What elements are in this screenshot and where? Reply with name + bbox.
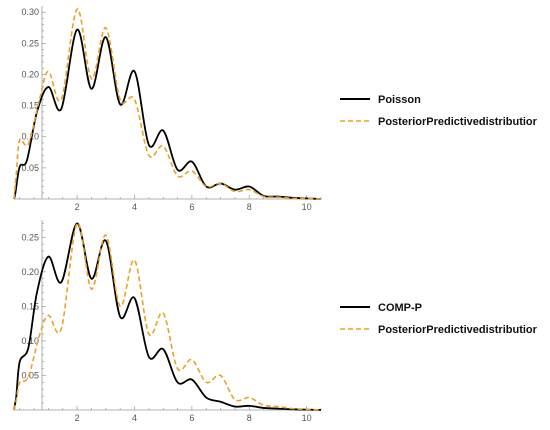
x-tick-label: 2 bbox=[75, 202, 80, 212]
x-tick-label: 4 bbox=[132, 413, 137, 423]
x-tick-label: 10 bbox=[302, 413, 312, 423]
y-tick-label: 0.05 bbox=[21, 370, 39, 380]
series-line-posterior-predictive bbox=[13, 222, 322, 411]
x-tick-label: 6 bbox=[189, 202, 194, 212]
x-tick-label: 8 bbox=[247, 202, 252, 212]
series-line-primary bbox=[13, 222, 322, 411]
series-line-primary bbox=[13, 28, 322, 200]
x-tick-label: 6 bbox=[189, 413, 194, 423]
x-tick-label: 2 bbox=[75, 413, 80, 423]
y-tick-label: 0.30 bbox=[21, 7, 39, 17]
legend: COMP-P PosteriorPredictivedistributior bbox=[340, 302, 538, 336]
legend-label: PosteriorPredictivedistributior bbox=[378, 116, 538, 128]
y-tick-label: 0.15 bbox=[21, 301, 39, 311]
y-tick-label: 0.25 bbox=[21, 38, 39, 48]
y-tick-label: 0.20 bbox=[21, 69, 39, 79]
x-tick-label: 4 bbox=[132, 202, 137, 212]
legend-label: PosteriorPredictivedistributior bbox=[378, 324, 538, 336]
legend-label: Poisson bbox=[378, 94, 421, 106]
x-tick-label: 10 bbox=[302, 202, 312, 212]
y-tick-label: 0.25 bbox=[21, 232, 39, 242]
chart-panel-1: 2 4 6 8 100.050.100.150.200.250.30PoissonPos… bbox=[13, 6, 538, 212]
y-tick-label: 0.05 bbox=[21, 163, 39, 173]
y-tick-label: 0.15 bbox=[21, 101, 39, 111]
series-line-posterior-predictive bbox=[13, 8, 322, 200]
x-tick-label: 8 bbox=[247, 413, 252, 423]
legend-label: COMP-P bbox=[378, 302, 422, 314]
y-tick-label: 0.20 bbox=[21, 267, 39, 277]
legend: Poisson PosteriorPredictivedistributior bbox=[340, 94, 538, 128]
chart-panel-2: 2 4 6 8 100.050.100.150.200.25COMP-PPosterio… bbox=[13, 220, 538, 423]
